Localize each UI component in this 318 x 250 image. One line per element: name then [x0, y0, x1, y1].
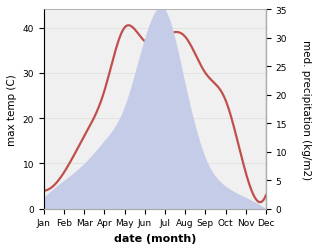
- Y-axis label: med. precipitation (kg/m2): med. precipitation (kg/m2): [301, 40, 311, 179]
- Y-axis label: max temp (C): max temp (C): [7, 74, 17, 146]
- X-axis label: date (month): date (month): [114, 233, 196, 243]
